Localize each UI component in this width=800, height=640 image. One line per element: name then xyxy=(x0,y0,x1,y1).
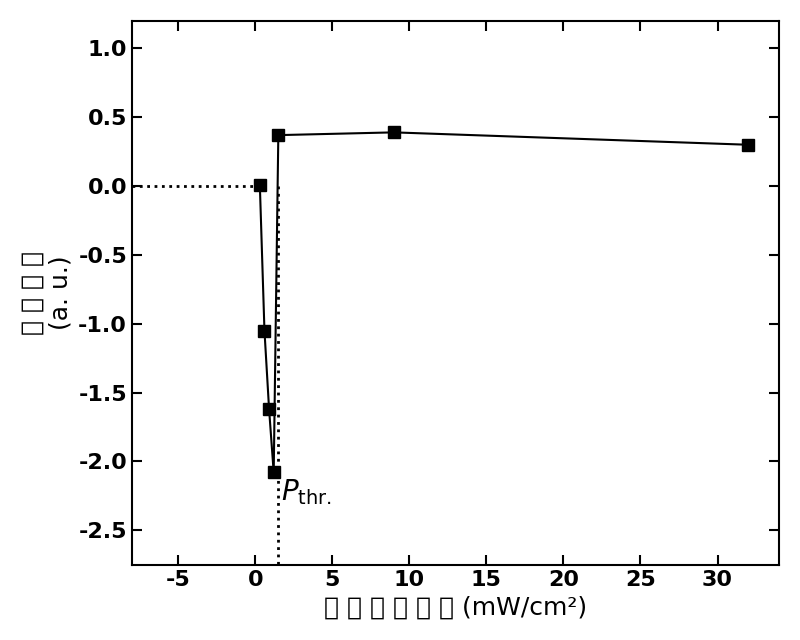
Text: $\mathit{P}_\mathrm{thr.}$: $\mathit{P}_\mathrm{thr.}$ xyxy=(281,477,331,507)
Y-axis label: 微 分 电 容
(a. u.): 微 分 电 容 (a. u.) xyxy=(21,251,73,335)
X-axis label: 激 发 功 率 密 度 (mW/cm²): 激 发 功 率 密 度 (mW/cm²) xyxy=(324,595,587,619)
